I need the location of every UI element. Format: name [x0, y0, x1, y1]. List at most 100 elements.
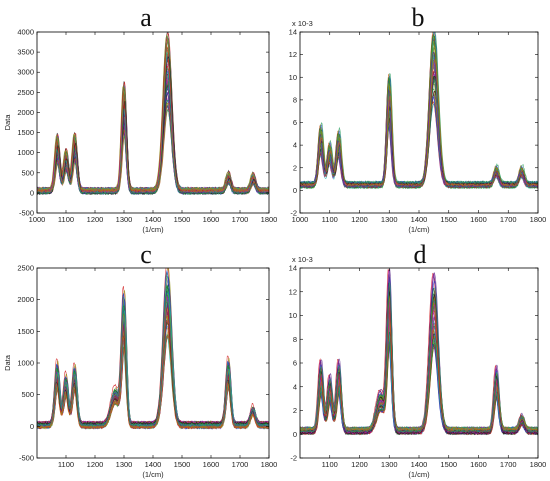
- x-tick-label: 1200: [351, 215, 368, 224]
- x-tick-label: 1800: [530, 460, 547, 469]
- chart-panel-c: 1100 1200 1300 1400 1500 1600 1700 1800 -500 0 500…: [3, 264, 278, 480]
- y-tick-label: 1000: [17, 359, 34, 368]
- y-exponent-label: x 10-3: [292, 255, 313, 264]
- y-tick-label: 14: [289, 264, 297, 273]
- x-tick-label: 1400: [145, 460, 162, 469]
- x-tick-label: 1300: [381, 460, 398, 469]
- y-tick-label: 4000: [17, 28, 34, 37]
- x-tick-label: 1200: [351, 460, 368, 469]
- spectrum-line: [37, 56, 269, 196]
- chart-panel-d: 1100 1200 1300 1400 1500 1600 1700 1800 -2 0 2 4 6 8 1…: [289, 255, 547, 479]
- y-axis-label: Data: [3, 114, 12, 131]
- x-tick-label: 1100: [58, 460, 74, 469]
- x-tick-label: 1500: [174, 215, 191, 224]
- spectrum-line: [300, 282, 538, 434]
- spectrum-line: [37, 291, 269, 428]
- spectrum-line: [37, 38, 269, 192]
- spectrum-line: [300, 101, 538, 189]
- y-tick-label: 8: [293, 335, 297, 344]
- x-axis-label: (1/cm): [142, 225, 164, 234]
- x-tick-label: 1600: [470, 215, 487, 224]
- y-tick-label: 500: [21, 390, 34, 399]
- spectra-group: [37, 268, 269, 430]
- spectrum-line: [37, 320, 269, 429]
- x-tick-label: 1400: [145, 215, 162, 224]
- spectrum-line: [300, 320, 538, 432]
- x-tick-label: 1400: [411, 215, 428, 224]
- x-tick-label: 1500: [174, 460, 191, 469]
- x-tick-label: 1200: [87, 460, 104, 469]
- y-tick-label: -500: [19, 454, 34, 463]
- chart-panel-b: 1000 1100 1200 1300 1400 1500 1600 1700 1800 -2 0 2…: [289, 19, 547, 234]
- y-tick-label: 0: [30, 422, 34, 431]
- spectra-group: [37, 32, 269, 196]
- x-tick-label: 1500: [440, 215, 457, 224]
- spectrum-line: [300, 103, 538, 190]
- panel-letter-d: d: [414, 240, 427, 269]
- x-tick-label: 1800: [530, 215, 547, 224]
- y-tick-label: 1500: [17, 327, 34, 336]
- y-tick-label: 2: [293, 406, 297, 415]
- y-tick-label: 0: [293, 430, 297, 439]
- spectrum-line: [37, 335, 269, 426]
- spectrum-line: [37, 303, 269, 429]
- y-tick-label: 2000: [17, 108, 34, 117]
- x-axis-label: (1/cm): [142, 470, 164, 479]
- y-tick-label: 500: [21, 168, 34, 177]
- y-tick-label: 10: [289, 311, 297, 320]
- y-tick-label: 4: [293, 382, 297, 391]
- x-tick-label: 1700: [232, 460, 249, 469]
- x-tick-label: 1000: [29, 215, 46, 224]
- x-axis-label: (1/cm): [408, 225, 430, 234]
- y-tick-label: 6: [293, 118, 297, 127]
- y-tick-label: 12: [289, 50, 297, 59]
- y-tick-label: -500: [19, 209, 34, 218]
- x-tick-label: 1100: [322, 460, 338, 469]
- x-tick-label: 1100: [322, 215, 338, 224]
- plot-frame: [36, 267, 270, 459]
- x-tick-label: 1400: [411, 460, 428, 469]
- y-tick-label: 2000: [17, 295, 34, 304]
- y-tick-label: 4: [293, 141, 297, 150]
- x-tick-label: 1700: [232, 215, 249, 224]
- x-tick-label: 1300: [116, 215, 133, 224]
- panel-letter-a: a: [140, 3, 152, 32]
- spectrum-line: [300, 90, 538, 187]
- x-tick-label: 1300: [381, 215, 398, 224]
- y-tick-label: 12: [289, 287, 297, 296]
- y-tick-label: 0: [30, 188, 34, 197]
- x-tick-label: 1300: [116, 460, 133, 469]
- x-tick-label: 1600: [470, 460, 487, 469]
- y-tick-label: 6: [293, 359, 297, 368]
- spectrum-line: [37, 102, 269, 194]
- x-tick-label: 1600: [203, 460, 220, 469]
- x-tick-label: 1800: [261, 460, 278, 469]
- x-tick-label: 1600: [203, 215, 220, 224]
- panel-letter-c: c: [140, 240, 152, 269]
- x-tick-label: 1100: [58, 215, 74, 224]
- x-tick-label: 1500: [440, 460, 457, 469]
- y-exponent-label: x 10-3: [292, 19, 313, 28]
- y-tick-label: -2: [290, 209, 297, 218]
- panel-letter-b: b: [412, 3, 425, 32]
- spectrum-line: [37, 297, 269, 427]
- y-axis-label: Data: [3, 354, 12, 371]
- y-tick-label: 1000: [17, 148, 34, 157]
- y-tick-label: 2500: [17, 88, 34, 97]
- spectrum-line: [300, 79, 538, 185]
- y-tick-label: 2500: [17, 264, 34, 273]
- y-tick-label: 0: [293, 186, 297, 195]
- y-tick-label: 10: [289, 73, 297, 82]
- spectrum-line: [300, 340, 538, 435]
- y-tick-label: 3000: [17, 68, 34, 77]
- spectra-group: [300, 32, 538, 190]
- x-tick-label: 1700: [500, 460, 517, 469]
- chart-panel-a: 1000 1100 1200 1300 1400 1500 1600 1700 1800 -500…: [3, 28, 277, 235]
- y-tick-label: -2: [290, 454, 297, 463]
- x-axis-label: (1/cm): [408, 470, 430, 479]
- plot-frame: [36, 31, 270, 214]
- y-tick-label: 3500: [17, 48, 34, 57]
- y-tick-label: 2: [293, 163, 297, 172]
- y-tick-label: 1500: [17, 128, 34, 137]
